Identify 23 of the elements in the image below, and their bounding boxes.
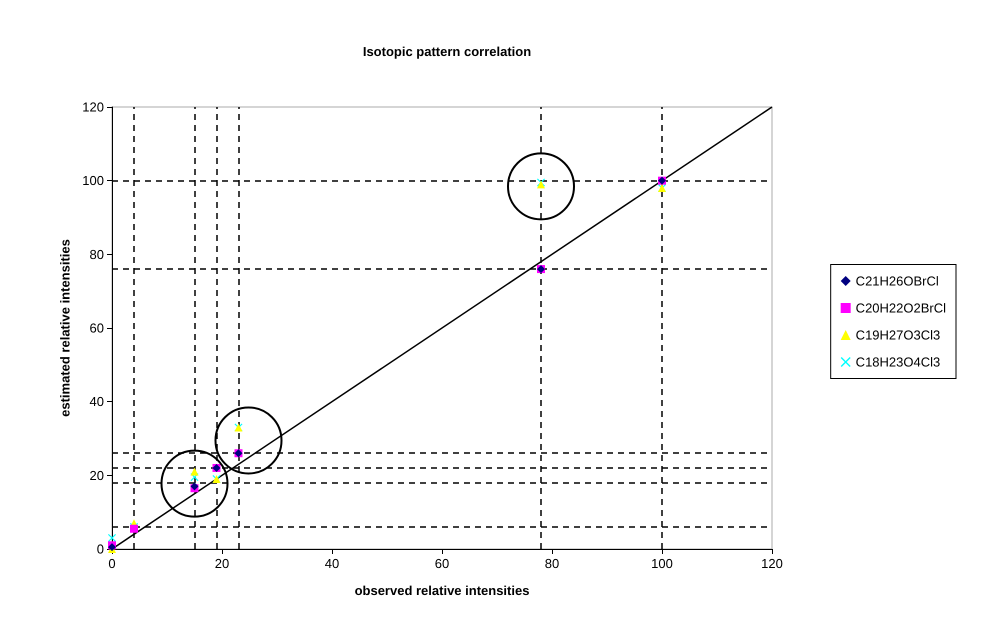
x-tick-label: 0 [108,556,116,571]
legend-label: C19H27O3Cl3 [856,328,940,342]
y-tick-label: 120 [82,100,104,114]
x-tick-label: 100 [651,556,673,571]
x-tick-label: 80 [544,556,560,571]
chart-title: Isotopic pattern correlation [362,44,532,59]
x-tick-label: 60 [434,556,450,571]
legend-label: C21H26OBrCl [856,274,939,288]
y-tick-label: 20 [90,468,104,483]
y-tick-label: 0 [96,542,104,556]
y-tick-label: 60 [90,320,104,336]
x-tick-label: 120 [761,556,783,571]
y-tick-label: 80 [90,246,104,262]
y-tick-label: 40 [90,394,104,410]
x-tick-label: 20 [214,556,230,571]
point [190,468,198,476]
y-tick-label: 100 [82,173,104,188]
x-axis-title: observed relative intensities [354,583,530,598]
y-axis-title: estimated relative intensities [57,239,72,417]
x-tick-label: 40 [324,556,340,571]
point [108,534,116,542]
legend-label: C20H22O2BrCl [856,300,946,316]
legend-label: C18H23O4Cl3 [856,354,940,370]
